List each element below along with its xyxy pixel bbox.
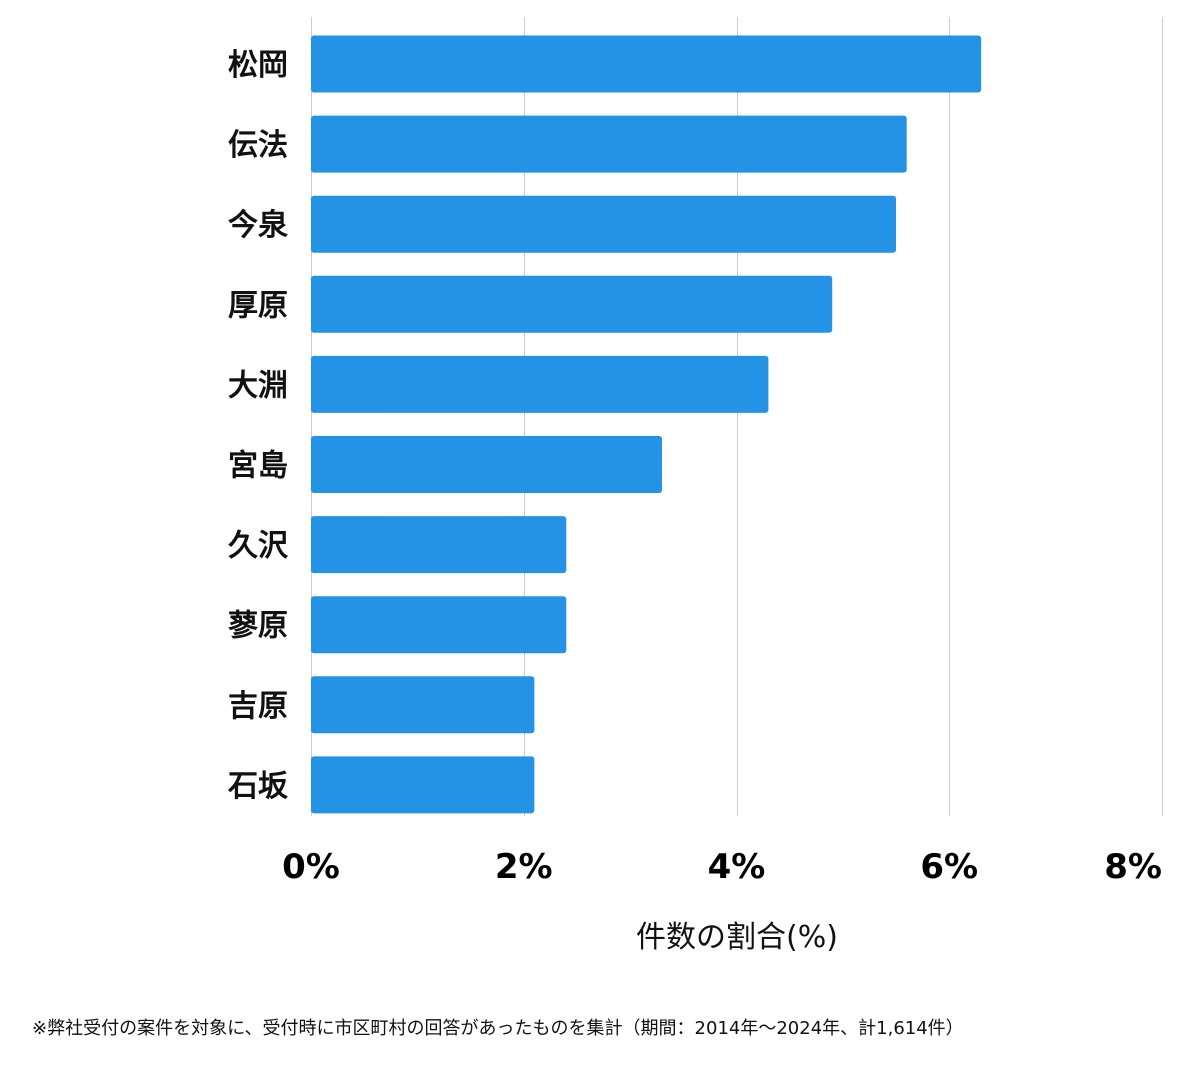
- category-label: 石坂: [227, 769, 288, 804]
- x-tick-label: 4%: [708, 847, 766, 887]
- category-label: 蓼原: [228, 609, 288, 644]
- category-label: 今泉: [228, 208, 288, 243]
- x-tick-label: 6%: [920, 847, 978, 887]
- x-tick-label: 2%: [495, 847, 553, 887]
- x-tick-label: 8%: [1104, 847, 1162, 887]
- category-label: 松岡: [228, 48, 288, 83]
- bar: [311, 275, 833, 333]
- bar: [311, 115, 907, 173]
- x-axis-title: 件数の割合(%): [636, 920, 838, 955]
- category-label: 久沢: [228, 529, 289, 564]
- category-label: 大淵: [228, 368, 288, 403]
- category-label: 吉原: [228, 689, 288, 724]
- bar: [311, 355, 769, 413]
- category-label: 宮島: [228, 449, 288, 484]
- bar: [311, 195, 897, 253]
- x-tick-label: 0%: [282, 847, 340, 887]
- x-tick-labels: 0% 2% 4% 6% 8%: [282, 847, 1162, 887]
- bar: [311, 516, 567, 574]
- bar: [311, 436, 663, 493]
- bar: [311, 35, 982, 93]
- footnote: ※弊社受付の案件を対象に、受付時に市区町村の回答があったものを集計（期間：201…: [32, 1018, 964, 1039]
- bar: [311, 596, 567, 654]
- category-label: 厚原: [228, 288, 288, 323]
- category-label: 伝法: [228, 128, 288, 163]
- bar: [311, 756, 535, 814]
- bars: [311, 35, 982, 814]
- bar: [311, 676, 535, 734]
